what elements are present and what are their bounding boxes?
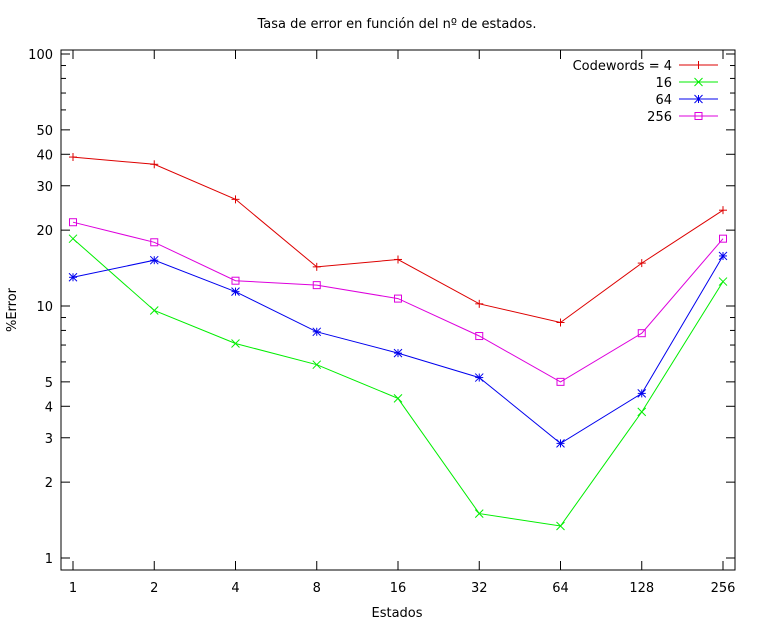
data-point-star: [312, 327, 322, 337]
data-point-square: [312, 281, 321, 290]
series-3: [68, 251, 728, 448]
data-point-plus: [394, 255, 402, 264]
data-point-plus: [69, 153, 77, 162]
data-point-cross: [312, 360, 322, 370]
legend-label: Codewords = 4: [573, 59, 672, 74]
data-point-square: [637, 329, 646, 338]
data-point-star: [68, 272, 78, 282]
x-tick-label: 64: [552, 581, 569, 596]
data-point-plus: [637, 259, 646, 268]
y-tick-label: 4: [45, 400, 53, 415]
x-tick-label: 8: [313, 581, 321, 596]
chart-title: Tasa de error en función del nº de estad…: [257, 17, 537, 32]
data-point-plus: [556, 318, 565, 327]
data-point-star: [694, 94, 703, 104]
data-point-plus: [150, 160, 159, 169]
y-tick-label: 20: [36, 224, 53, 239]
series-line: [72, 238, 724, 527]
x-tick-label: 32: [471, 581, 488, 596]
y-tick-label: 50: [36, 124, 53, 139]
data-point-cross: [694, 77, 703, 87]
legend: Codewords = 4 16 64 256: [573, 59, 718, 125]
y-tick-label: 5: [45, 376, 53, 391]
x-tick-label: 4: [231, 581, 239, 596]
legend-label: 16: [655, 76, 672, 91]
x-tick-label: 256: [711, 581, 736, 596]
data-point-star: [393, 348, 403, 358]
series-line: [72, 156, 724, 324]
data-point-star: [718, 251, 728, 261]
x-tick-label: 2: [150, 581, 158, 596]
data-point-cross: [556, 521, 565, 531]
data-point-square: [694, 112, 703, 120]
data-point-star: [231, 287, 240, 297]
y-tick-label: 30: [36, 180, 53, 195]
x-tick-label: 1: [69, 581, 77, 596]
series-line: [72, 221, 724, 383]
data-point-star: [149, 255, 159, 265]
data-point-star: [637, 389, 647, 398]
data-point-square: [719, 234, 727, 243]
series-1: [69, 153, 727, 327]
data-point-plus: [719, 206, 727, 215]
y-tick-label: 100: [28, 48, 53, 63]
y-tick-label: 1: [45, 552, 53, 567]
data-point-cross: [474, 509, 484, 518]
data-point-star: [474, 373, 484, 382]
plot-frame: [60, 49, 736, 571]
series-2: [68, 234, 728, 531]
y-tick-label: 3: [45, 432, 53, 447]
x-axis-label: Estados: [371, 606, 422, 621]
y-tick-label: 2: [45, 476, 53, 491]
data-point-square: [556, 377, 565, 386]
data-point-square: [231, 276, 240, 285]
x-axis: 1 2 4 8 16 32 64 128 256: [69, 50, 736, 596]
series-layer: [68, 153, 728, 531]
x-tick-label: 128: [629, 581, 654, 596]
data-point-cross: [637, 407, 647, 417]
data-point-plus: [231, 195, 240, 204]
series-4: [69, 218, 727, 386]
data-point-plus: [475, 299, 484, 308]
data-point-cross: [718, 277, 728, 286]
data-point-square: [475, 332, 484, 341]
data-point-cross: [231, 339, 240, 348]
x-tick-label: 16: [390, 581, 407, 596]
data-point-square: [150, 238, 159, 247]
y-axis-label: %Error: [5, 287, 20, 332]
data-point-square: [394, 294, 402, 303]
data-point-plus: [312, 262, 321, 271]
data-point-plus: [694, 61, 703, 69]
legend-label: 64: [655, 93, 672, 108]
y-tick-label: 40: [36, 148, 53, 163]
data-point-square: [69, 218, 77, 227]
legend-label: 256: [647, 110, 672, 125]
data-point-star: [556, 439, 565, 448]
data-point-cross: [393, 394, 403, 403]
y-tick-label: 10: [36, 300, 53, 315]
y-axis: 1 2 3 4 5 10 20 30 40 50 100: [28, 48, 735, 567]
data-point-cross: [68, 234, 78, 244]
data-point-cross: [149, 306, 159, 315]
